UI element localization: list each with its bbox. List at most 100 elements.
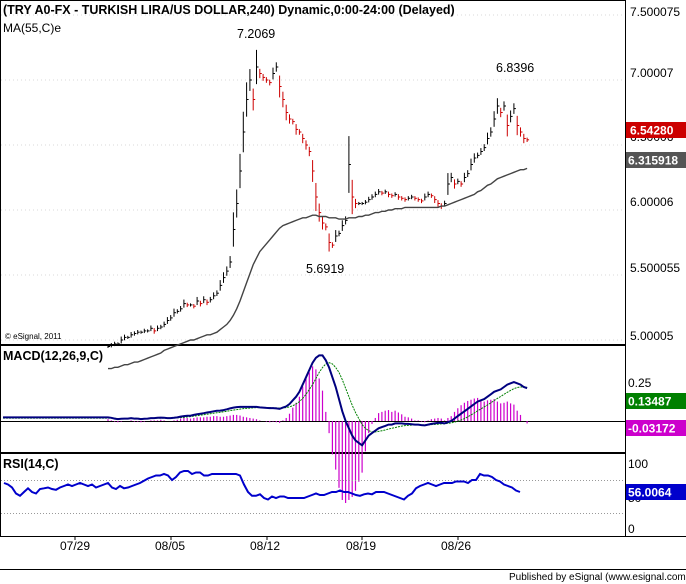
price-bar — [127, 335, 130, 339]
price-bar — [193, 304, 196, 309]
price-bar — [180, 305, 183, 312]
price-panel-frame — [0, 0, 626, 345]
price-bar — [236, 189, 239, 218]
rsi-badge-bg — [626, 484, 686, 500]
price-bar — [232, 212, 236, 247]
price-bar — [454, 179, 457, 189]
price-bar — [213, 292, 216, 300]
price-bar — [203, 296, 206, 304]
macd-label: MACD(12,26,9,C) — [3, 349, 103, 363]
rsi-label: RSI(14,C) — [3, 457, 59, 471]
x-axis: 07/29 08/05 08/12 08/19 08/26 — [60, 539, 471, 553]
ma-badge: 6.315918 — [626, 152, 686, 168]
macd-histogram — [107, 366, 528, 504]
price-bar — [124, 334, 127, 341]
price-bar — [305, 140, 308, 150]
price-bar — [308, 146, 312, 157]
price-bar — [371, 194, 374, 200]
price-bar — [190, 303, 193, 307]
price-bar — [328, 233, 332, 252]
price-bar — [275, 62, 279, 72]
price-bar — [166, 317, 170, 324]
price-bar — [252, 88, 256, 111]
price-bar — [520, 127, 523, 137]
price-bar — [246, 82, 249, 117]
price-bar — [295, 124, 299, 135]
ma-label: MA(55,C)e — [3, 21, 61, 35]
y-tick-label: 5.00005 — [630, 329, 674, 343]
price-bar — [480, 148, 483, 155]
price-bar — [150, 325, 153, 332]
price-bar — [199, 300, 203, 307]
price-bar — [114, 341, 117, 347]
price-bar — [381, 190, 384, 196]
price-bar — [279, 75, 282, 98]
price-bar — [117, 342, 120, 346]
price-bar — [348, 136, 351, 193]
ma-line — [108, 167, 528, 370]
price-bar — [133, 331, 137, 336]
price-bar — [394, 192, 398, 197]
price-bar — [374, 191, 378, 198]
price-bar — [391, 193, 394, 198]
price-bar — [312, 160, 315, 182]
price-bar — [411, 194, 414, 200]
rsi-levels — [1, 480, 625, 514]
price-bar — [523, 133, 526, 144]
last-price-badge-bg — [626, 122, 686, 138]
price-bar — [500, 107, 503, 118]
price-bar — [256, 49, 259, 85]
price-bar — [302, 133, 305, 144]
rsi-y-tick: 0 — [628, 522, 635, 536]
footer-text: Published by eSignal (www.esignal.com) — [509, 572, 686, 583]
price-bar — [490, 127, 493, 137]
price-bar — [318, 203, 322, 222]
hist-badge-bg — [626, 420, 686, 436]
price-bar — [223, 272, 226, 283]
price-bar — [269, 79, 272, 86]
price-bar — [368, 196, 371, 203]
y-tick-label: 7.00007 — [630, 66, 674, 80]
annotation-high: 7.2069 — [237, 27, 275, 41]
price-bar — [457, 178, 460, 185]
price-bar — [430, 193, 434, 198]
macd-badge-text: 0.13487 — [628, 395, 672, 409]
price-grid — [1, 14, 625, 341]
price-bar — [483, 144, 487, 152]
price-bar — [503, 101, 506, 111]
x-tick-marks — [74, 536, 459, 540]
ma-badge-text: 6.315918 — [628, 154, 678, 168]
price-bar — [496, 98, 500, 114]
price-bar — [226, 266, 229, 276]
price-bar — [516, 115, 520, 136]
hist-badge: -0.03172 — [626, 420, 686, 436]
rsi-badge-text: 56.0064 — [628, 486, 672, 500]
price-bar — [378, 188, 381, 195]
price-bar — [163, 321, 167, 328]
price-bar — [401, 196, 404, 201]
price-bar — [513, 103, 516, 114]
price-bar — [388, 191, 391, 198]
price-bar — [140, 330, 143, 334]
price-bar — [506, 114, 510, 137]
price-bar — [157, 325, 160, 332]
price-bar — [345, 216, 348, 225]
price-bar — [414, 196, 417, 201]
price-bar — [397, 194, 401, 200]
x-tick-label: 08/26 — [441, 539, 471, 553]
price-bar — [407, 196, 411, 201]
price-bar — [358, 201, 361, 206]
price-bar — [335, 230, 338, 242]
price-bar — [470, 158, 473, 171]
price-bar — [447, 173, 450, 195]
price-bar — [289, 114, 292, 124]
price-bar — [272, 67, 275, 80]
y-tick-label: 6.00006 — [630, 195, 674, 209]
macd-line — [3, 354, 528, 447]
rsi-badge: 56.0064 — [626, 484, 686, 500]
copyright-label: © eSignal, 2011 — [5, 332, 62, 341]
price-bar — [170, 315, 173, 321]
price-bar — [147, 329, 150, 333]
price-bar — [325, 223, 328, 231]
